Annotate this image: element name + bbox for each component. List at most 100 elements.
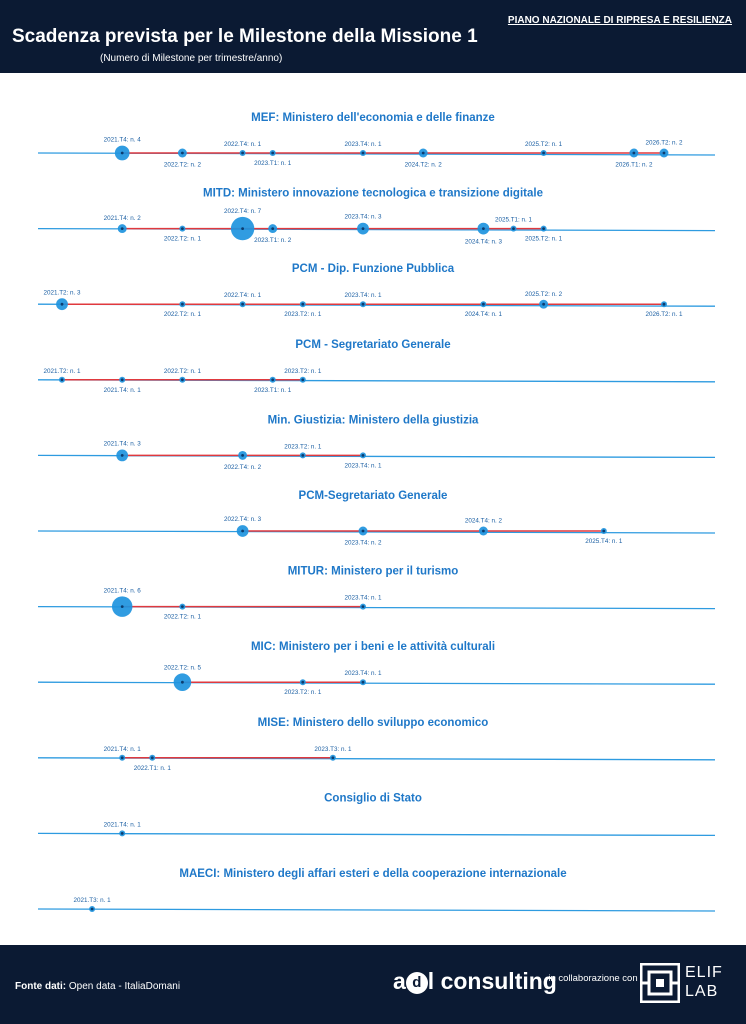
point-label: 2022.T4: n. 1 bbox=[224, 292, 262, 299]
point-label: 2021.T2: n. 3 bbox=[43, 289, 81, 296]
point-center bbox=[662, 302, 666, 306]
panel-2: MITD: Ministero innovazione tecnologica … bbox=[37, 188, 716, 246]
elif-lab-logo-icon bbox=[640, 963, 680, 1003]
point-label: 2022.T4: n. 2 bbox=[224, 464, 262, 471]
point-center bbox=[512, 227, 515, 231]
point-center bbox=[361, 529, 365, 533]
timeline-line bbox=[37, 908, 716, 912]
point-center bbox=[271, 227, 275, 231]
point-center bbox=[632, 151, 636, 155]
collaboration-text: in collaborazione con bbox=[548, 973, 638, 984]
point-center bbox=[271, 151, 275, 155]
pnrr-link[interactable]: PIANO NAZIONALE DI RIPRESA E RESILIENZA bbox=[507, 15, 732, 26]
point-label: 2023.T4: n. 1 bbox=[344, 595, 382, 602]
point-label: 2023.T4: n. 3 bbox=[344, 214, 382, 221]
point-center bbox=[602, 529, 606, 533]
point-center bbox=[60, 302, 64, 306]
point-label: 2022.T2: n. 2 bbox=[164, 161, 202, 168]
point-label: 2023.T4: n. 1 bbox=[344, 141, 382, 148]
point-center bbox=[542, 151, 545, 155]
point-center bbox=[482, 529, 485, 533]
point-label: 2022.T2: n. 1 bbox=[164, 311, 202, 318]
panel-title: PCM-Segretariato Generale bbox=[299, 490, 448, 502]
elif-line2: LAB bbox=[685, 983, 719, 1000]
point-center bbox=[120, 227, 124, 231]
point-center bbox=[181, 680, 184, 684]
panel-9: MISE: Ministero dello sviluppo economico… bbox=[37, 717, 716, 772]
point-center bbox=[120, 454, 124, 457]
point-center bbox=[421, 151, 425, 155]
point-center bbox=[120, 378, 124, 382]
panel-title: MEF: Ministero dell'economia e delle fin… bbox=[251, 112, 495, 124]
point-center bbox=[60, 378, 64, 382]
point-label: 2022.T1: n. 1 bbox=[134, 765, 172, 772]
point-label: 2021.T4: n. 4 bbox=[104, 137, 142, 144]
point-center bbox=[361, 151, 365, 155]
panel-title: MIC: Ministero per i beni e le attività … bbox=[251, 641, 495, 653]
point-label: 2026.T2: n. 1 bbox=[645, 311, 683, 318]
point-label: 2025.T2: n. 2 bbox=[525, 291, 563, 298]
source-label: Fonte dati: bbox=[15, 981, 67, 992]
point-center bbox=[241, 227, 245, 231]
milestone-timeline-chart: MEF: Ministero dell'economia e delle fin… bbox=[37, 112, 716, 912]
point-center bbox=[361, 302, 365, 306]
header-bar: Scadenza prevista per le Milestone della… bbox=[0, 0, 746, 73]
point-label: 2022.T2: n. 1 bbox=[164, 614, 202, 621]
panel-title: PCM - Dip. Funzione Pubblica bbox=[292, 263, 455, 275]
point-center bbox=[301, 378, 305, 382]
panel-6: PCM-Segretariato Generale 2022.T4: n. 3 20… bbox=[37, 490, 716, 546]
panel-5: Min. Giustizia: Ministero della giustizi… bbox=[37, 414, 716, 471]
point-label: 2023.T1: n. 2 bbox=[254, 237, 292, 244]
panel-3: PCM - Dip. Funzione Pubblica 2021.T2: n. … bbox=[37, 263, 716, 318]
point-center bbox=[120, 756, 124, 760]
point-center bbox=[361, 680, 365, 684]
point-center bbox=[331, 756, 335, 760]
point-center bbox=[241, 151, 245, 155]
point-label: 2021.T4: n. 1 bbox=[104, 821, 142, 828]
point-label: 2022.T4: n. 7 bbox=[224, 208, 262, 215]
point-center bbox=[271, 378, 275, 382]
source-value: Open data - ItaliaDomani bbox=[68, 981, 181, 992]
point-center bbox=[181, 227, 184, 231]
point-center bbox=[542, 227, 545, 231]
point-label: 2021.T4: n. 3 bbox=[104, 441, 142, 448]
point-label: 2022.T2: n. 1 bbox=[164, 368, 202, 375]
panel-title: MISE: Ministero dello sviluppo economico bbox=[258, 717, 489, 729]
point-label: 2024.T4: n. 3 bbox=[465, 239, 503, 246]
point-label: 2023.T2: n. 1 bbox=[284, 443, 322, 450]
panel-title: Min. Giustizia: Ministero della giustizi… bbox=[268, 414, 479, 426]
point-label: 2021.T4: n. 1 bbox=[104, 387, 142, 394]
point-center bbox=[542, 302, 545, 306]
point-label: 2023.T2: n. 1 bbox=[284, 689, 322, 696]
point-center bbox=[150, 756, 154, 760]
page-title: Scadenza prevista per le Milestone della… bbox=[12, 26, 478, 47]
timeline-line bbox=[37, 681, 716, 685]
panel-title: MITUR: Ministero per il turismo bbox=[288, 566, 459, 578]
panel-1: MEF: Ministero dell'economia e delle fin… bbox=[37, 112, 716, 168]
point-center bbox=[301, 302, 305, 306]
point-label: 2026.T2: n. 2 bbox=[645, 140, 683, 147]
point-label: 2024.T4: n. 1 bbox=[465, 311, 503, 318]
point-center bbox=[181, 378, 184, 382]
point-label: 2023.T1: n. 1 bbox=[254, 160, 292, 167]
timeline-line bbox=[37, 832, 716, 837]
point-label: 2025.T1: n. 1 bbox=[495, 217, 533, 224]
point-label: 2021.T4: n. 2 bbox=[104, 215, 142, 222]
point-label: 2023.T1: n. 1 bbox=[254, 387, 292, 394]
point-center bbox=[361, 454, 365, 457]
brand-a: a bbox=[393, 968, 406, 994]
point-center bbox=[181, 605, 184, 608]
point-label: 2023.T4: n. 1 bbox=[344, 292, 382, 299]
point-label: 2022.T2: n. 1 bbox=[164, 236, 202, 243]
point-center bbox=[301, 454, 305, 457]
point-label: 2026.T1: n. 2 bbox=[615, 161, 653, 168]
point-center bbox=[482, 227, 485, 231]
point-label: 2022.T4: n. 1 bbox=[224, 141, 262, 148]
point-label: 2024.T4: n. 2 bbox=[465, 518, 503, 525]
point-label: 2023.T4: n. 2 bbox=[344, 539, 382, 546]
data-source: Fonte dati: Open data - ItaliaDomani bbox=[15, 981, 180, 992]
panel-title: MITD: Ministero innovazione tecnologica … bbox=[203, 188, 543, 200]
footer-bar bbox=[0, 945, 746, 1024]
panel-title: PCM - Segretariato Generale bbox=[295, 339, 450, 351]
